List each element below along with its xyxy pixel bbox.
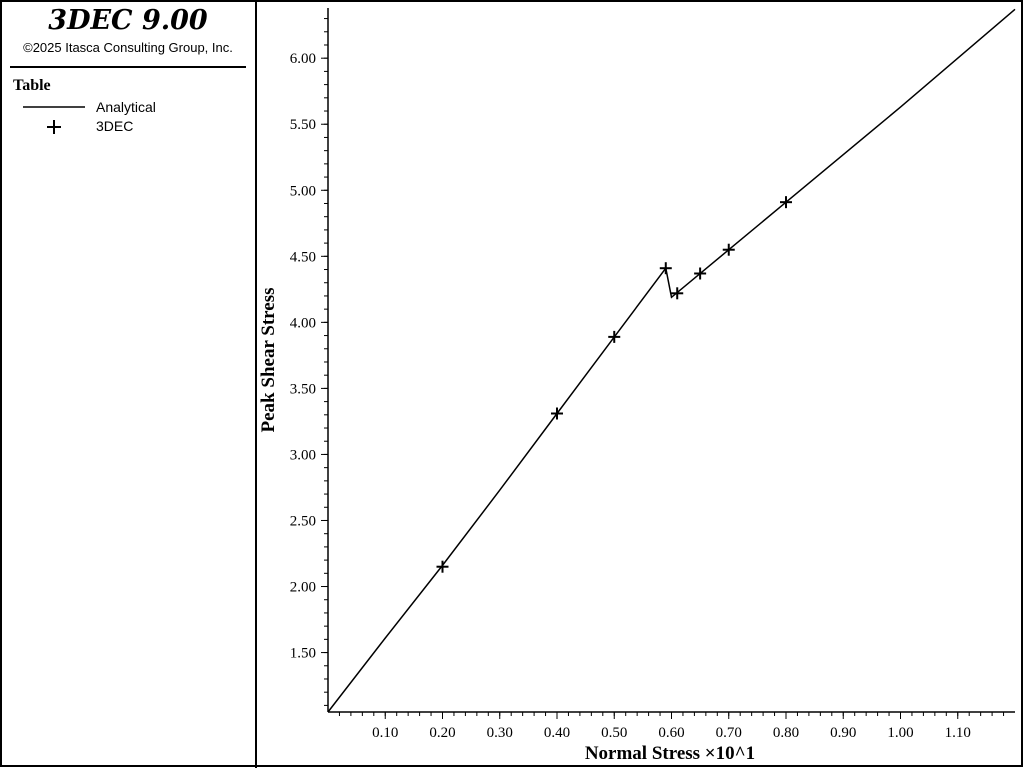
chart: 0.10 0.20 0.30 0.40 0.50 0.60 0.70 0.80 0.90 1.00… bbox=[258, 8, 1016, 764]
x-tick-labels: 0.10 0.20 0.30 0.40 0.50 0.60 0.70 0.80 0.90 1.00… bbox=[372, 725, 971, 741]
y-tick-label: 2.00 bbox=[290, 580, 316, 596]
y-tick-label: 1.50 bbox=[290, 646, 316, 662]
x-tick-label: 0.90 bbox=[830, 725, 856, 741]
data-point-3dec bbox=[722, 243, 735, 256]
x-tick-label: 0.80 bbox=[773, 725, 799, 741]
y-axis-label: Peak Shear Stress bbox=[258, 288, 279, 433]
x-tick-label: 0.70 bbox=[716, 725, 742, 741]
x-tick-label: 1.10 bbox=[945, 725, 971, 741]
y-tick-label: 2.50 bbox=[290, 513, 316, 529]
x-tick-label: 0.30 bbox=[487, 725, 513, 741]
y-tick-label: 3.00 bbox=[290, 447, 316, 463]
y-tick-label: 3.50 bbox=[290, 381, 316, 397]
y-tick-label: 6.00 bbox=[290, 51, 316, 67]
y-tick-label: 4.50 bbox=[290, 249, 316, 265]
legend-plus-symbol bbox=[47, 120, 61, 134]
minor-ticks bbox=[321, 18, 1005, 719]
app-title: 3DEC 9.00 bbox=[48, 5, 208, 36]
data-point-3dec bbox=[780, 196, 792, 209]
series-line-analytical bbox=[327, 8, 1016, 713]
x-tick-label: 0.20 bbox=[429, 725, 455, 741]
data-point-3dec bbox=[608, 330, 621, 343]
data-point-3dec bbox=[436, 560, 449, 573]
x-tick-label: 0.10 bbox=[372, 725, 398, 741]
y-tick-label: 5.50 bbox=[290, 117, 316, 133]
x-tick-label: 0.50 bbox=[601, 725, 627, 741]
legend-title: Table bbox=[13, 77, 51, 94]
y-tick-label: 5.00 bbox=[290, 183, 316, 199]
data-point-3dec bbox=[694, 267, 707, 280]
x-axis-label: Normal Stress ×10^1 bbox=[585, 743, 755, 764]
data-point-3dec bbox=[551, 407, 563, 420]
x-tick-label: 0.60 bbox=[658, 725, 684, 741]
series-layer bbox=[327, 8, 1016, 713]
data-point-3dec bbox=[671, 287, 684, 300]
y-tick-labels: 1.50 2.00 2.50 3.00 3.50 4.00 4.50 5.00 5.50 6.00 bbox=[290, 51, 316, 661]
sidebar: 3DEC 9.00 ©2025 Itasca Consulting Group,… bbox=[0, 0, 256, 768]
legend-label-3dec: 3DEC bbox=[96, 118, 134, 134]
copyright-text: ©2025 Itasca Consulting Group, Inc. bbox=[23, 40, 233, 55]
x-tick-label: 1.00 bbox=[887, 725, 913, 741]
x-tick-label: 0.40 bbox=[544, 725, 570, 741]
legend-label-analytical: Analytical bbox=[96, 99, 156, 115]
data-point-3dec bbox=[659, 262, 672, 275]
y-tick-label: 4.00 bbox=[290, 315, 316, 331]
